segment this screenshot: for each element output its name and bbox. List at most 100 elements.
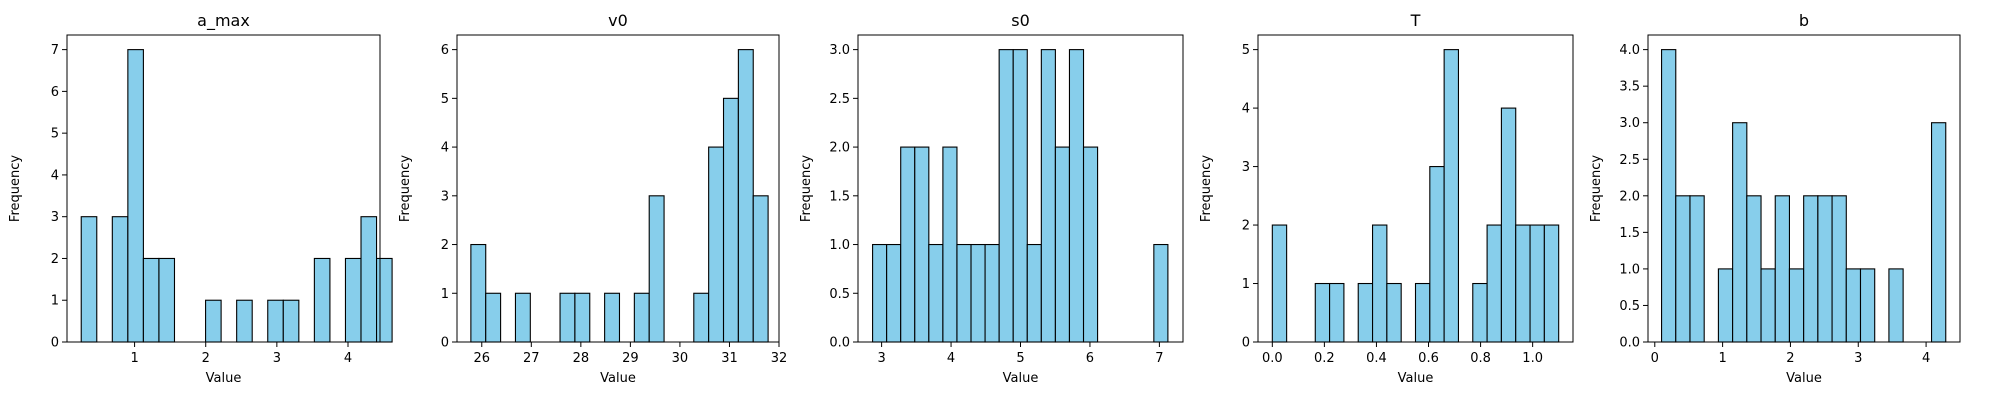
histogram-bar bbox=[344, 257, 362, 343]
histogram-bar bbox=[1472, 282, 1488, 343]
histogram-bar bbox=[1271, 224, 1288, 343]
histogram-bar bbox=[1371, 224, 1388, 343]
chart-panel-s0: 0.0 0.5 1.0 1.5 2.0 2.5 3.0 3 4 5 6 7 s0 Value Frequen… bbox=[799, 11, 1184, 386]
histogram-bar bbox=[1732, 122, 1748, 343]
histogram-bar bbox=[1859, 268, 1876, 343]
x-tick-label: 2 bbox=[1786, 351, 1794, 366]
histogram-bar bbox=[1500, 107, 1517, 343]
y-tick-label: 2.0 bbox=[1619, 189, 1640, 204]
x-tick-label: 30 bbox=[672, 351, 689, 366]
histogram-bar bbox=[1746, 195, 1762, 343]
axes-frame bbox=[1647, 34, 1961, 343]
histogram-bar bbox=[1675, 195, 1691, 343]
axes-frame bbox=[66, 34, 381, 343]
x-tick-label: 4 bbox=[344, 351, 352, 366]
histogram-bar bbox=[1429, 166, 1445, 343]
histogram-bar bbox=[1026, 243, 1042, 343]
y-tick-label: 2 bbox=[1242, 219, 1250, 234]
histogram-bar bbox=[886, 243, 902, 343]
y-tick-label: 0 bbox=[441, 336, 449, 351]
x-tick-label: 1 bbox=[130, 351, 138, 366]
histogram-bar bbox=[1831, 195, 1847, 343]
y-tick-label: 0.0 bbox=[829, 336, 850, 351]
histogram-bar bbox=[1661, 49, 1677, 343]
chart-title: b bbox=[1799, 11, 1809, 30]
histogram-bar bbox=[722, 97, 739, 343]
x-tick-label: 27 bbox=[523, 351, 540, 366]
y-tick-label: 0 bbox=[51, 336, 59, 351]
histogram-bar bbox=[1717, 268, 1734, 343]
y-tick-label: 4 bbox=[1242, 102, 1250, 117]
histogram-bar bbox=[693, 292, 710, 343]
histogram-bar bbox=[158, 257, 176, 343]
histogram-bar bbox=[470, 243, 487, 343]
histogram-bar bbox=[127, 49, 144, 343]
y-tick-label: 6 bbox=[51, 85, 59, 100]
histogram-bar bbox=[1329, 282, 1345, 343]
chart-title: s0 bbox=[1011, 11, 1030, 30]
y-tick-label: 7 bbox=[51, 43, 59, 58]
histogram-bar bbox=[111, 216, 129, 343]
chart-title: T bbox=[1410, 11, 1421, 30]
histogram-bar bbox=[282, 299, 300, 343]
x-axis-label: Value bbox=[1786, 371, 1822, 386]
histogram-bar bbox=[1082, 146, 1099, 343]
y-tick-label: 5 bbox=[1242, 43, 1250, 58]
y-tick-label: 0.5 bbox=[1619, 299, 1640, 314]
y-tick-label: 5 bbox=[51, 127, 59, 142]
y-tick-label: 3 bbox=[1242, 160, 1250, 175]
histogram-bar bbox=[1803, 195, 1819, 343]
histogram-bar bbox=[1930, 122, 1947, 343]
histogram-bar bbox=[205, 299, 222, 343]
histogram-bar bbox=[984, 243, 1000, 343]
histogram-bar bbox=[1486, 224, 1502, 343]
y-tick-label: 3.0 bbox=[1619, 116, 1640, 131]
x-tick-label: 4 bbox=[1922, 351, 1930, 366]
y-tick-label: 1.5 bbox=[829, 189, 850, 204]
axes-frame bbox=[1257, 34, 1574, 343]
histogram-bar bbox=[942, 146, 958, 343]
y-axis-label: Frequency bbox=[398, 155, 413, 222]
histogram-bar bbox=[360, 216, 378, 343]
x-tick-label: 1.0 bbox=[1522, 351, 1543, 366]
y-axis-label: Frequency bbox=[799, 155, 814, 222]
axes-frame bbox=[456, 34, 780, 343]
y-tick-label: 4.0 bbox=[1619, 43, 1640, 58]
histogram-bar bbox=[1443, 49, 1460, 343]
histogram-bar bbox=[1040, 49, 1056, 343]
x-tick-label: 3 bbox=[877, 351, 885, 366]
chart-title: v0 bbox=[608, 11, 628, 30]
x-tick-label: 31 bbox=[721, 351, 738, 366]
histogram-bar bbox=[236, 299, 253, 343]
y-axis-label: Frequency bbox=[1199, 155, 1214, 222]
y-tick-label: 4 bbox=[51, 168, 59, 183]
histogram-bar bbox=[313, 257, 331, 343]
histogram-bar bbox=[574, 292, 591, 343]
chart-panel-v0: 0 1 2 3 4 5 6 26 27 28 29 30 31 32 v0 Value Frequency bbox=[398, 11, 787, 386]
histogram-bar bbox=[80, 216, 98, 343]
histogram-bar bbox=[998, 49, 1014, 343]
y-tick-label: 5 bbox=[441, 92, 449, 107]
x-axis-label: Value bbox=[1398, 371, 1434, 386]
x-axis-label: Value bbox=[206, 371, 242, 386]
y-tick-label: 1.0 bbox=[1619, 262, 1640, 277]
x-tick-label: 0 bbox=[1651, 351, 1659, 366]
histogram-bar bbox=[633, 292, 650, 343]
x-tick-label: 6 bbox=[1086, 351, 1094, 366]
y-tick-label: 2 bbox=[441, 238, 449, 253]
x-tick-label: 2 bbox=[202, 351, 210, 366]
x-tick-label: 26 bbox=[473, 351, 490, 366]
histogram-bar bbox=[1774, 195, 1791, 343]
histogram-bar bbox=[375, 257, 393, 343]
x-tick-label: 29 bbox=[622, 351, 639, 366]
x-axis-label: Value bbox=[600, 371, 636, 386]
histogram-bar bbox=[914, 146, 930, 343]
histogram-bar bbox=[1760, 268, 1776, 343]
y-tick-label: 3 bbox=[441, 189, 449, 204]
histogram-bar bbox=[1068, 49, 1085, 343]
x-tick-label: 32 bbox=[771, 351, 788, 366]
histogram-bar bbox=[1817, 195, 1833, 343]
histogram-bar bbox=[485, 292, 502, 343]
histogram-bar bbox=[872, 243, 888, 343]
